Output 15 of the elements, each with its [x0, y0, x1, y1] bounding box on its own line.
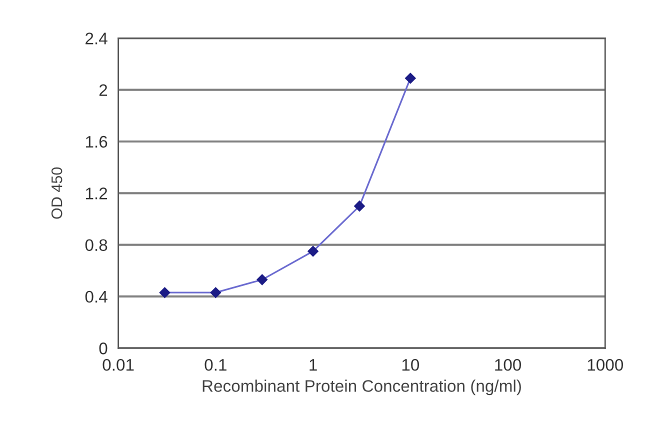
y-tick-label: 2	[99, 84, 108, 96]
x-tick-label: 1000	[588, 358, 624, 371]
y-tick-label: 0.8	[85, 239, 108, 252]
x-axis-title: Recombinant Protein Concentration (ng/ml)	[202, 380, 521, 396]
y-tick-label: 0.4	[85, 290, 108, 303]
x-tick-label: 100	[495, 358, 522, 371]
y-tick-label: 2.4	[86, 32, 108, 44]
y-tick-label: 0	[99, 342, 108, 354]
x-tick-label: 0.1	[204, 358, 226, 371]
x-tick-label: 10	[402, 358, 420, 371]
x-tick-label: 1	[310, 359, 317, 371]
y-tick-label: 1.6	[86, 136, 108, 148]
y-axis-title: OD 450	[51, 167, 62, 219]
y-tick-label: 1.2	[86, 188, 108, 200]
x-tick-label: 0.01	[102, 358, 134, 371]
